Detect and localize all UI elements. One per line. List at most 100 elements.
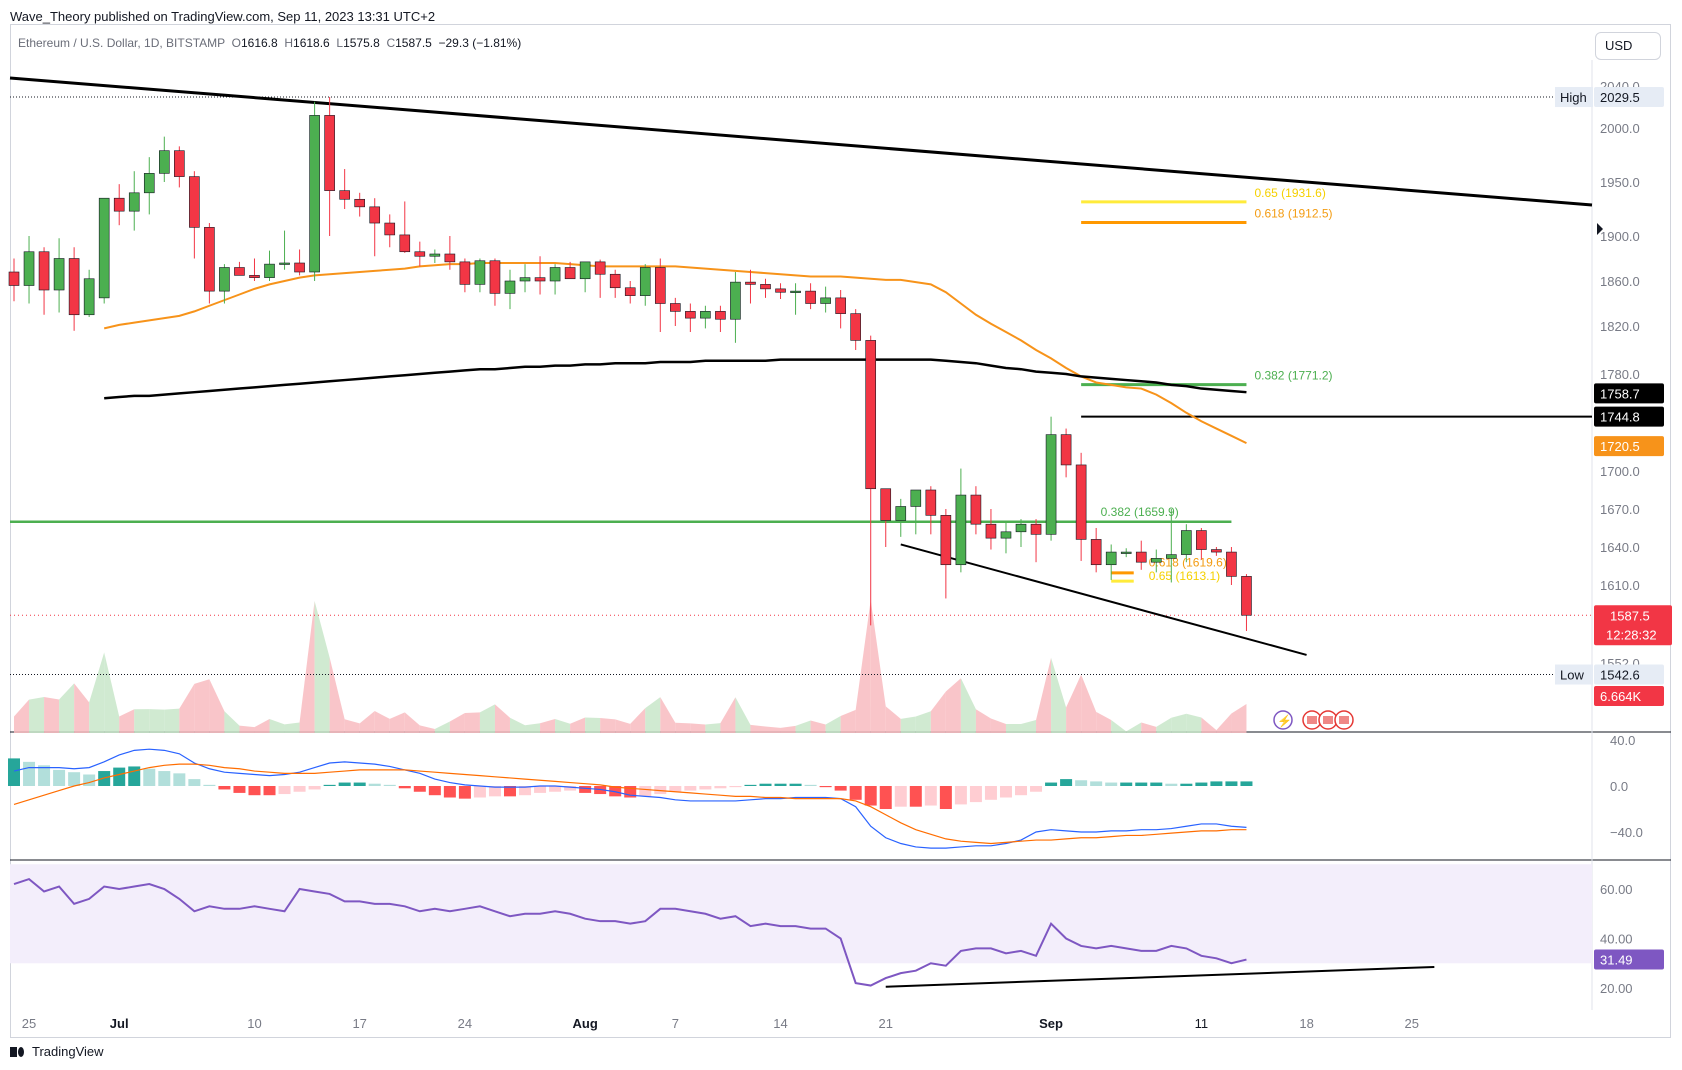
rsi-line (13, 877, 1247, 987)
volume-area-segment (344, 719, 360, 733)
macd-histogram-bar (113, 767, 126, 786)
macd-histogram-bar (894, 786, 907, 807)
volume-area-segment (44, 697, 60, 733)
x-axis-label: 10 (247, 1016, 261, 1031)
candle-body (564, 267, 576, 280)
tradingview-logo-icon (10, 1045, 26, 1059)
rsi-value-tag-bg (1594, 949, 1664, 970)
countdown-tag: 12:28:32 (1606, 627, 1657, 642)
volume-area-segment (464, 712, 480, 733)
price-axis-tick: 1610.0 (1600, 578, 1640, 593)
macd-histogram-bar (714, 786, 727, 789)
macd-histogram-bar (549, 786, 562, 792)
x-axis-label: Jul (110, 1016, 129, 1031)
macd-histogram-bar (684, 786, 697, 791)
candle-body (534, 277, 546, 282)
rsi-value-tag: 31.49 (1600, 953, 1633, 968)
candle-body (850, 313, 861, 341)
macd-histogram-bar (503, 786, 516, 797)
candle-body (549, 267, 561, 282)
volume-area-segment (269, 718, 285, 733)
macd-histogram-bar (939, 786, 952, 809)
candle-body (1211, 549, 1222, 553)
volume-area-segment (1005, 724, 1022, 733)
candle-body (880, 488, 892, 521)
candle-body (249, 275, 260, 278)
price-axis-tick: 1700.0 (1600, 464, 1640, 479)
volume-tag: 6.664K (1600, 689, 1642, 704)
open-label: O (231, 36, 241, 50)
macd-histogram-bar (353, 782, 366, 786)
volume-area-segment (284, 722, 300, 733)
candle-body (1241, 576, 1252, 616)
candle-body (1075, 464, 1087, 540)
high-value-tag-bg (1594, 87, 1664, 108)
candle-body (760, 284, 771, 290)
us-flag-stripes (1323, 716, 1333, 724)
x-axis-label: 24 (458, 1016, 472, 1031)
volume-area-segment (74, 683, 90, 733)
candle-body (1135, 551, 1147, 563)
lightning-icon (1273, 710, 1293, 730)
volume-area-segment (525, 723, 541, 733)
last-price-tag: 1587.5 (1610, 608, 1650, 623)
candle-body (429, 253, 441, 257)
volume-area-segment (930, 691, 946, 733)
macd-histogram-bar (1045, 782, 1058, 786)
candle-body (985, 523, 997, 539)
macd-histogram-bar (579, 786, 592, 793)
volume-area-segment (735, 697, 751, 733)
high-label: H (284, 36, 294, 50)
volume-area-segment (419, 725, 435, 733)
macd-histogram-bar (428, 786, 441, 796)
macd-histogram-bar (278, 786, 291, 795)
x-axis-label: 7 (672, 1016, 679, 1031)
volume-area-segment (14, 699, 30, 733)
x-axis-label: Aug (572, 1016, 597, 1031)
high-label: High (1560, 90, 1587, 105)
macd-histogram-bar (954, 786, 967, 805)
volume-area-segment (404, 712, 420, 733)
candle-body (745, 281, 756, 285)
volume-area-segment (134, 709, 150, 733)
currency-button[interactable]: USD (1595, 32, 1661, 60)
candle-body (1226, 551, 1237, 577)
volume-area-segment (690, 723, 706, 733)
candle-body (700, 311, 711, 319)
volume-area-segment (720, 697, 736, 733)
volume-area-segment (675, 722, 691, 733)
candle-body (384, 222, 396, 236)
scroll-right-icon (1597, 223, 1603, 235)
candle-body (1196, 530, 1207, 550)
volume-area-segment (750, 724, 766, 733)
volume-area-segment (645, 697, 661, 733)
volume-area-segment (29, 697, 45, 733)
volume-area-segment (870, 600, 886, 733)
macd-line (13, 748, 1247, 849)
candle-body (399, 234, 411, 253)
symbol-legend: Ethereum / U.S. Dollar, 1D, BITSTAMP O16… (18, 36, 521, 50)
rsi-axis-tick: 20.00 (1600, 981, 1633, 996)
candle-body (805, 290, 816, 304)
ema50-tag-bg (1594, 436, 1664, 457)
close-value: 1587.5 (395, 36, 432, 50)
macd-histogram-bar (1210, 781, 1223, 786)
fib-0618-upper-label: 0.618 (1912.5) (1254, 207, 1332, 221)
macd-histogram-bar (879, 786, 892, 809)
rsi-axis-tick: 40.00 (1600, 932, 1633, 947)
resistance-tag-bg (1594, 406, 1664, 427)
volume-area-segment (960, 678, 976, 733)
volume-area-segment (179, 683, 195, 733)
volume-area-segment (149, 709, 165, 733)
candle-body (159, 150, 170, 174)
ema50-line (103, 262, 1247, 445)
rsi-divergence-trendline (885, 965, 1435, 988)
macd-histogram-bar (744, 784, 757, 786)
fib-0382-upper-label: 0.382 (1771.2) (1254, 369, 1332, 383)
macd-axis-tick: 40.0 (1610, 733, 1635, 748)
price-axis-tick: 1670.0 (1600, 502, 1640, 517)
volume-area-segment (389, 712, 405, 733)
volume-area-segment (840, 709, 856, 733)
macd-histogram-bar (624, 786, 637, 798)
candle-body (23, 251, 35, 286)
